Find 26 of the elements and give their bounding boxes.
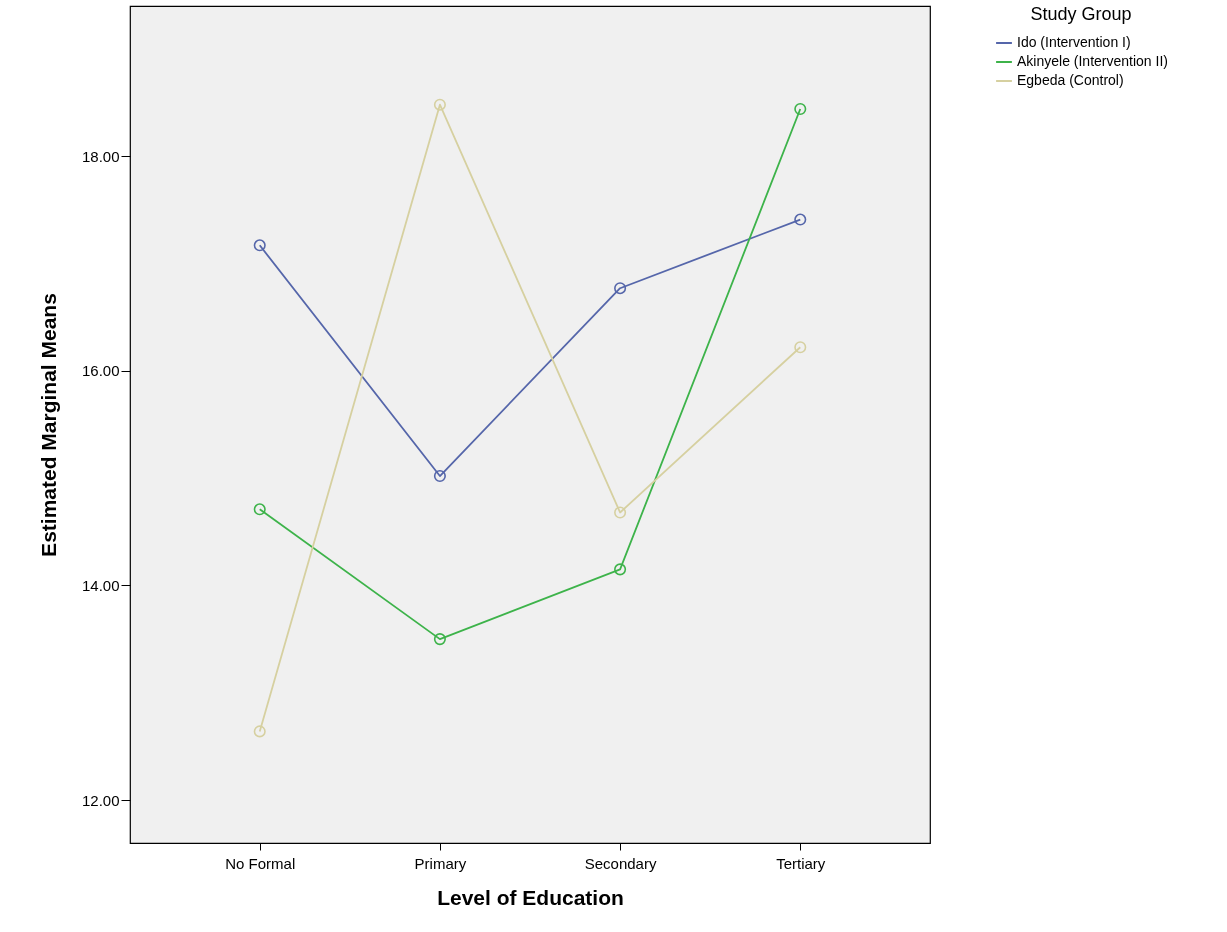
legend-label: Ido (Intervention I)	[1017, 34, 1131, 50]
point	[614, 282, 627, 295]
legend-label: Egbeda (Control)	[1017, 72, 1124, 88]
legend-label: Akinyele (Intervention II)	[1017, 53, 1168, 69]
point	[253, 503, 266, 516]
y-tick-label: 16.00	[81, 362, 120, 380]
x-tick-label: Primary	[414, 854, 467, 872]
y-tick-label: 14.00	[81, 576, 120, 594]
x-axis-title: Level of Education	[437, 885, 624, 909]
point	[794, 341, 807, 354]
point	[433, 98, 446, 111]
point	[433, 469, 446, 483]
legend-title: Study Group	[1030, 4, 1132, 24]
point	[614, 506, 627, 519]
y-tick-label: 12.00	[81, 791, 120, 809]
point	[433, 633, 446, 646]
point	[614, 563, 627, 576]
point	[253, 725, 266, 738]
point	[794, 213, 807, 226]
x-tick-label: Tertiary	[776, 854, 826, 872]
x-tick-label: Secondary	[584, 854, 657, 872]
y-tick-label: 18.00	[81, 147, 120, 165]
y-axis-title: Estimated Marginal Means	[36, 293, 60, 557]
x-tick-label: No Formal	[225, 854, 296, 872]
point	[794, 102, 807, 116]
point	[253, 239, 266, 252]
